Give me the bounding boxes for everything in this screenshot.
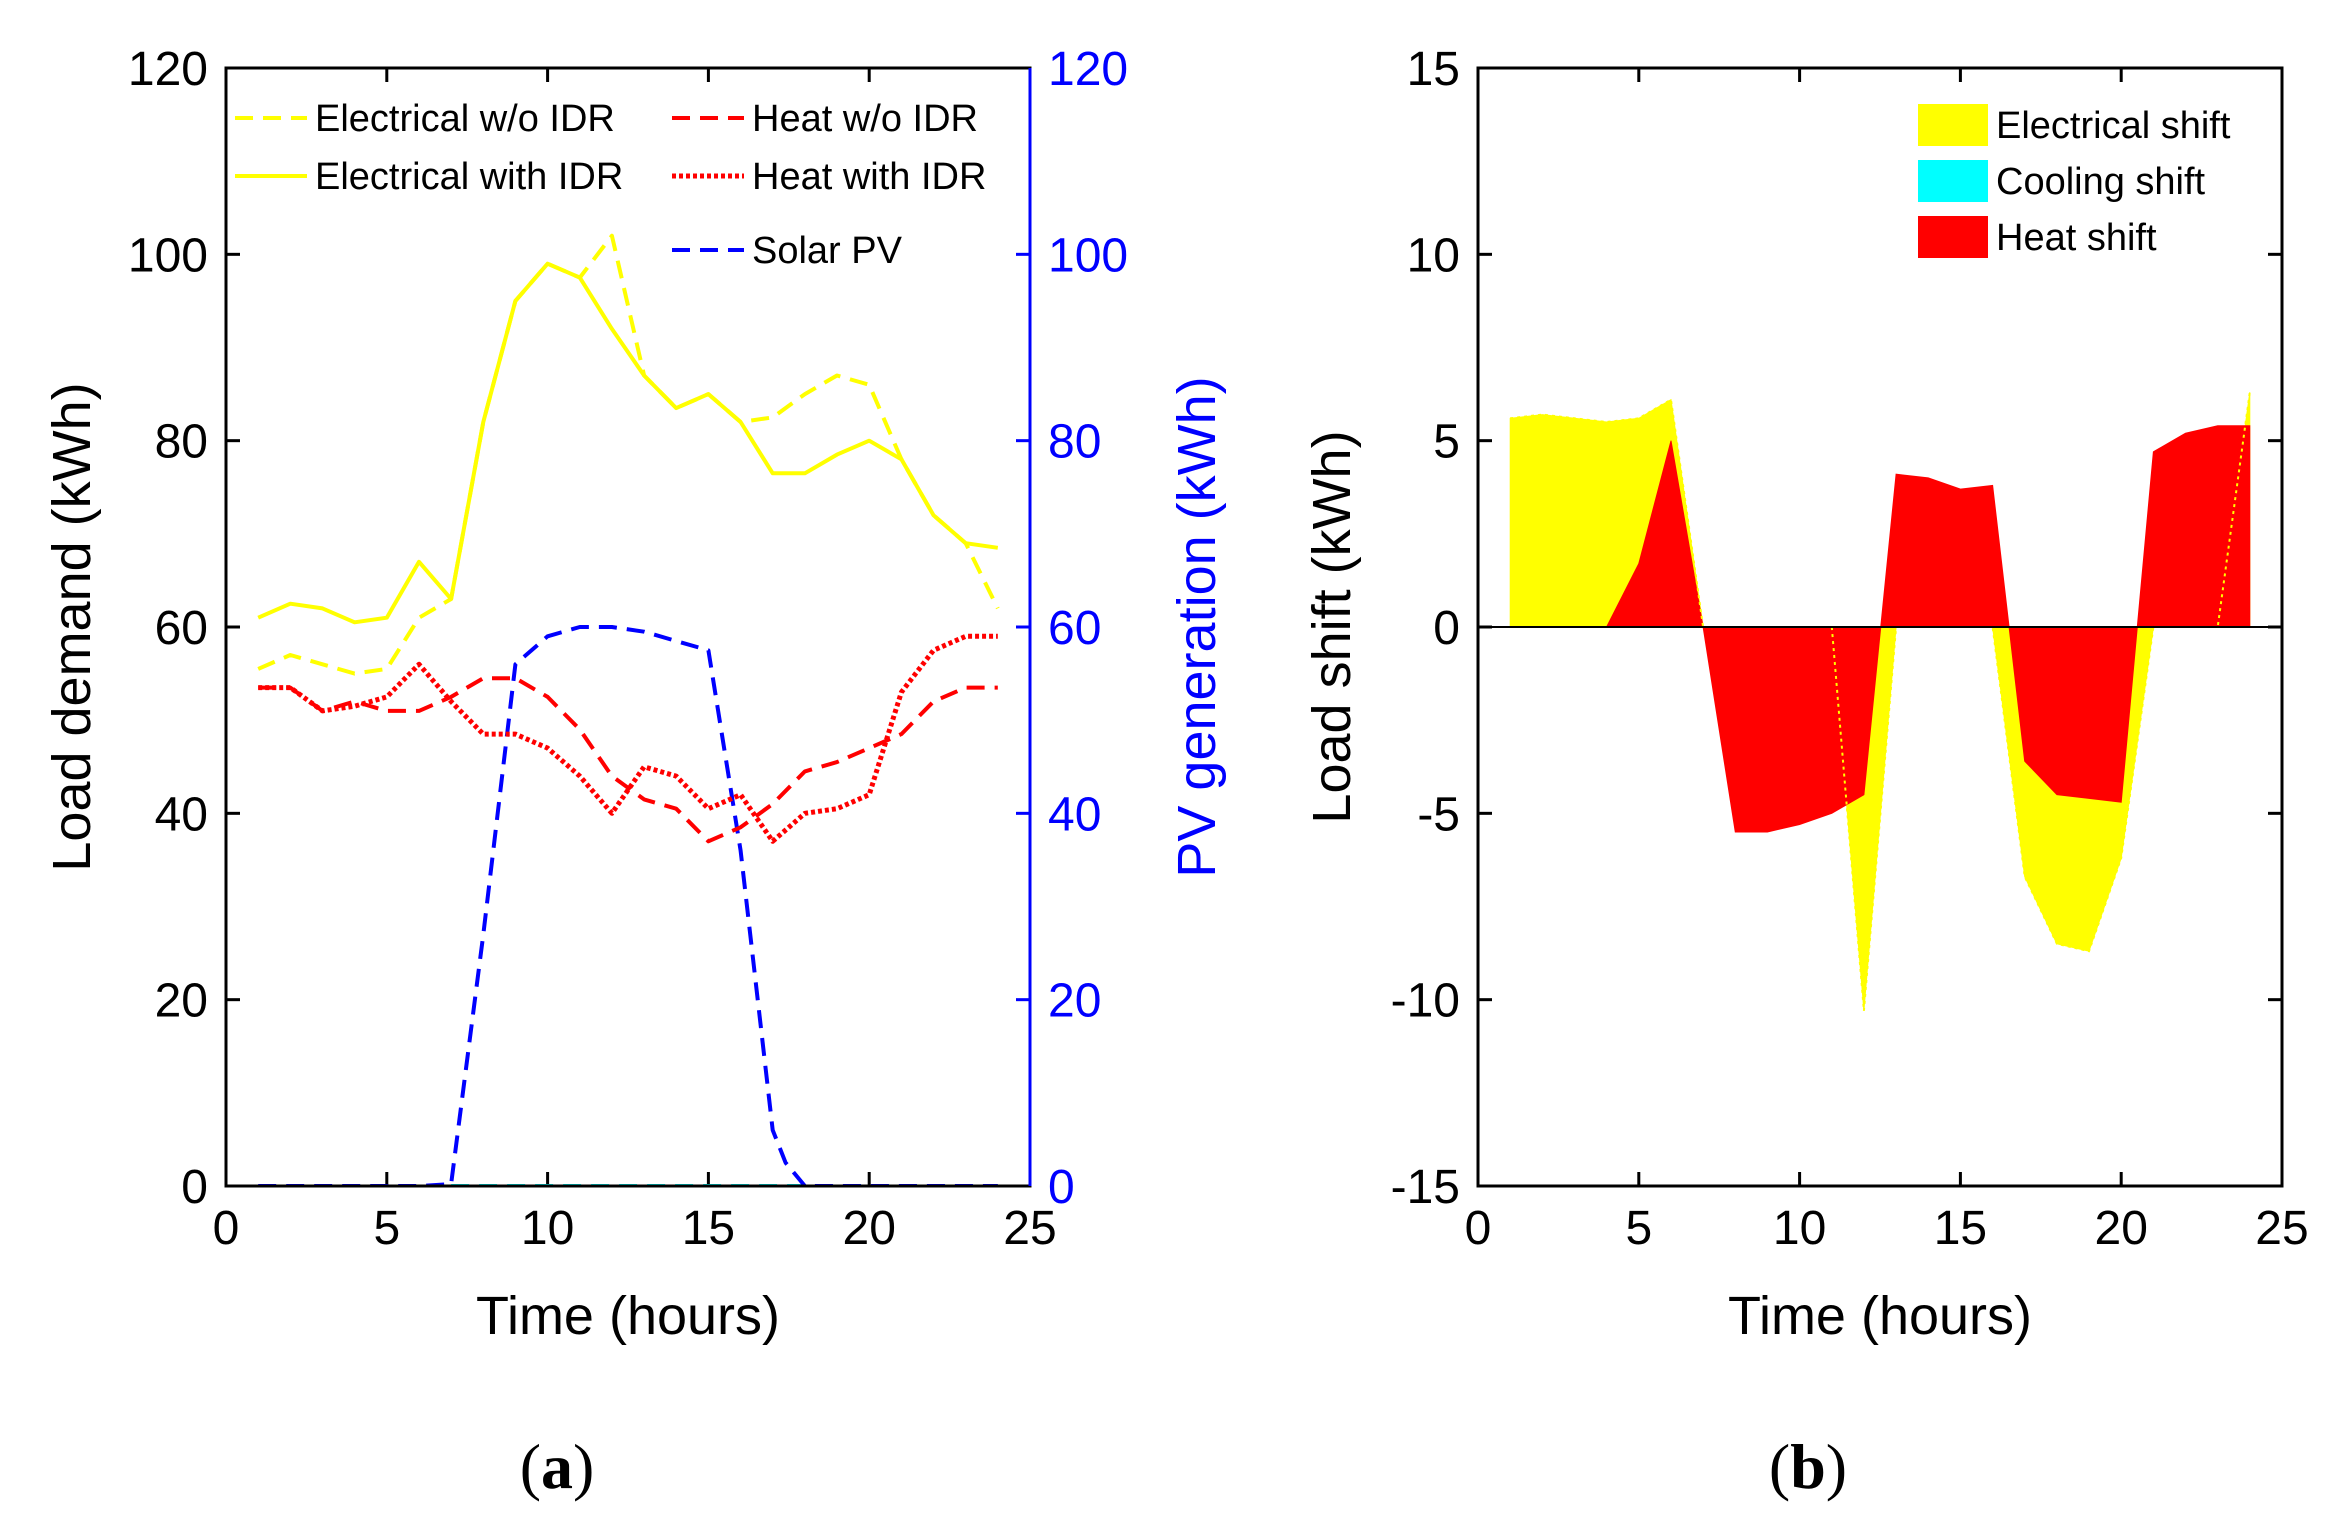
y2-tick-label: 40 bbox=[1048, 788, 1101, 841]
y2-tick-label: 80 bbox=[1048, 416, 1101, 469]
y2-tick-label: 0 bbox=[1048, 1161, 1075, 1214]
y2-tick-label: 60 bbox=[1048, 602, 1101, 655]
legend-label: Heat with IDR bbox=[752, 156, 986, 198]
y-tick-label: 40 bbox=[155, 788, 208, 841]
legend-label: Solar PV bbox=[752, 230, 903, 272]
y-tick-label: 0 bbox=[181, 1161, 208, 1214]
y-tick-label: 10 bbox=[1407, 229, 1460, 282]
series-line-solar-pv bbox=[258, 625, 998, 1186]
panel-b-series bbox=[1478, 392, 2282, 1011]
x-tick-label: 10 bbox=[1773, 1202, 1826, 1255]
x-tick-label: 20 bbox=[2095, 1202, 2148, 1255]
panel-a-legend: Electrical w/o IDR Heat w/o IDR Electrical… bbox=[235, 98, 986, 272]
series-line-heat-w-o-idr bbox=[258, 676, 998, 844]
panel-b-frame bbox=[1476, 66, 2284, 1188]
y-tick-label: 60 bbox=[155, 602, 208, 655]
panel-b-y-axis-label: Load shift (kWh) bbox=[1302, 430, 1362, 823]
y2-tick-label: 120 bbox=[1048, 43, 1128, 96]
y-tick-label: 100 bbox=[128, 229, 208, 282]
y-tick-label: 0 bbox=[1433, 602, 1460, 655]
legend-label: Heat w/o IDR bbox=[752, 98, 978, 140]
legend-label: Electrical with IDR bbox=[315, 156, 623, 198]
x-tick-label: 25 bbox=[1003, 1202, 1056, 1255]
panel-b-tick-labels: 0 5 10 15 20 25 -15 -10 -5 0 5 10 15 bbox=[1391, 43, 2309, 1255]
y-tick-label: 120 bbox=[128, 43, 208, 96]
series-line-electrical-with-idr bbox=[257, 261, 999, 625]
panel-a-series bbox=[257, 233, 1000, 1186]
legend-swatch bbox=[1918, 216, 1988, 258]
panel-b-label: (b) bbox=[1769, 1431, 1847, 1502]
series-line-electrical-w-o-idr bbox=[257, 233, 1000, 676]
x-tick-label: 20 bbox=[843, 1202, 896, 1255]
x-tick-label: 0 bbox=[1465, 1202, 1492, 1255]
y-tick-label: -10 bbox=[1391, 975, 1460, 1028]
panel-b-x-axis-label: Time (hours) bbox=[1728, 1286, 2032, 1346]
y-tick-label: -15 bbox=[1391, 1161, 1460, 1214]
y-tick-label: 5 bbox=[1433, 416, 1460, 469]
x-tick-label: 5 bbox=[373, 1202, 400, 1255]
panel-b-legend: Electrical shift Cooling shift Heat shift bbox=[1918, 104, 2231, 259]
legend-label: Electrical w/o IDR bbox=[315, 98, 615, 140]
panel-a-frame bbox=[224, 66, 1032, 1188]
area-electrical-shift bbox=[1509, 392, 2251, 1011]
y2-tick-label: 100 bbox=[1048, 229, 1128, 282]
legend-label: Cooling shift bbox=[1996, 161, 2206, 203]
y-tick-label: -5 bbox=[1417, 788, 1460, 841]
panel-a-y2-axis-label: PV generation (kWh) bbox=[1167, 376, 1227, 877]
x-tick-label: 15 bbox=[1934, 1202, 1987, 1255]
y-tick-label: 15 bbox=[1407, 43, 1460, 96]
panel-a-x-axis-label: Time (hours) bbox=[476, 1286, 780, 1346]
series-line-heat-with-idr bbox=[258, 633, 998, 844]
legend-swatch bbox=[1918, 104, 1988, 146]
panel-a-ticks bbox=[224, 66, 1032, 1188]
area-heat-shift bbox=[1510, 425, 2251, 833]
x-tick-label: 10 bbox=[521, 1202, 574, 1255]
panel-a-label: (a) bbox=[520, 1431, 595, 1502]
y2-tick-label: 20 bbox=[1048, 975, 1101, 1028]
panel-b-chart: 0 5 10 15 20 25 -15 -10 -5 0 5 10 15 Time (hours) Lo… bbox=[1302, 43, 2309, 1502]
x-tick-label: 15 bbox=[682, 1202, 735, 1255]
legend-label: Heat shift bbox=[1996, 217, 2157, 259]
panel-a-y-axis-label: Load demand (kWh) bbox=[42, 382, 102, 871]
x-tick-label: 5 bbox=[1625, 1202, 1652, 1255]
panel-a-chart: 0 5 10 15 20 25020406080100120020406080100120… bbox=[42, 43, 1227, 1502]
legend-label: Electrical shift bbox=[1996, 105, 2231, 147]
legend-swatch bbox=[1918, 160, 1988, 202]
y-tick-label: 80 bbox=[155, 416, 208, 469]
y-tick-label: 20 bbox=[155, 975, 208, 1028]
x-tick-label: 25 bbox=[2255, 1202, 2308, 1255]
x-tick-label: 0 bbox=[213, 1202, 240, 1255]
